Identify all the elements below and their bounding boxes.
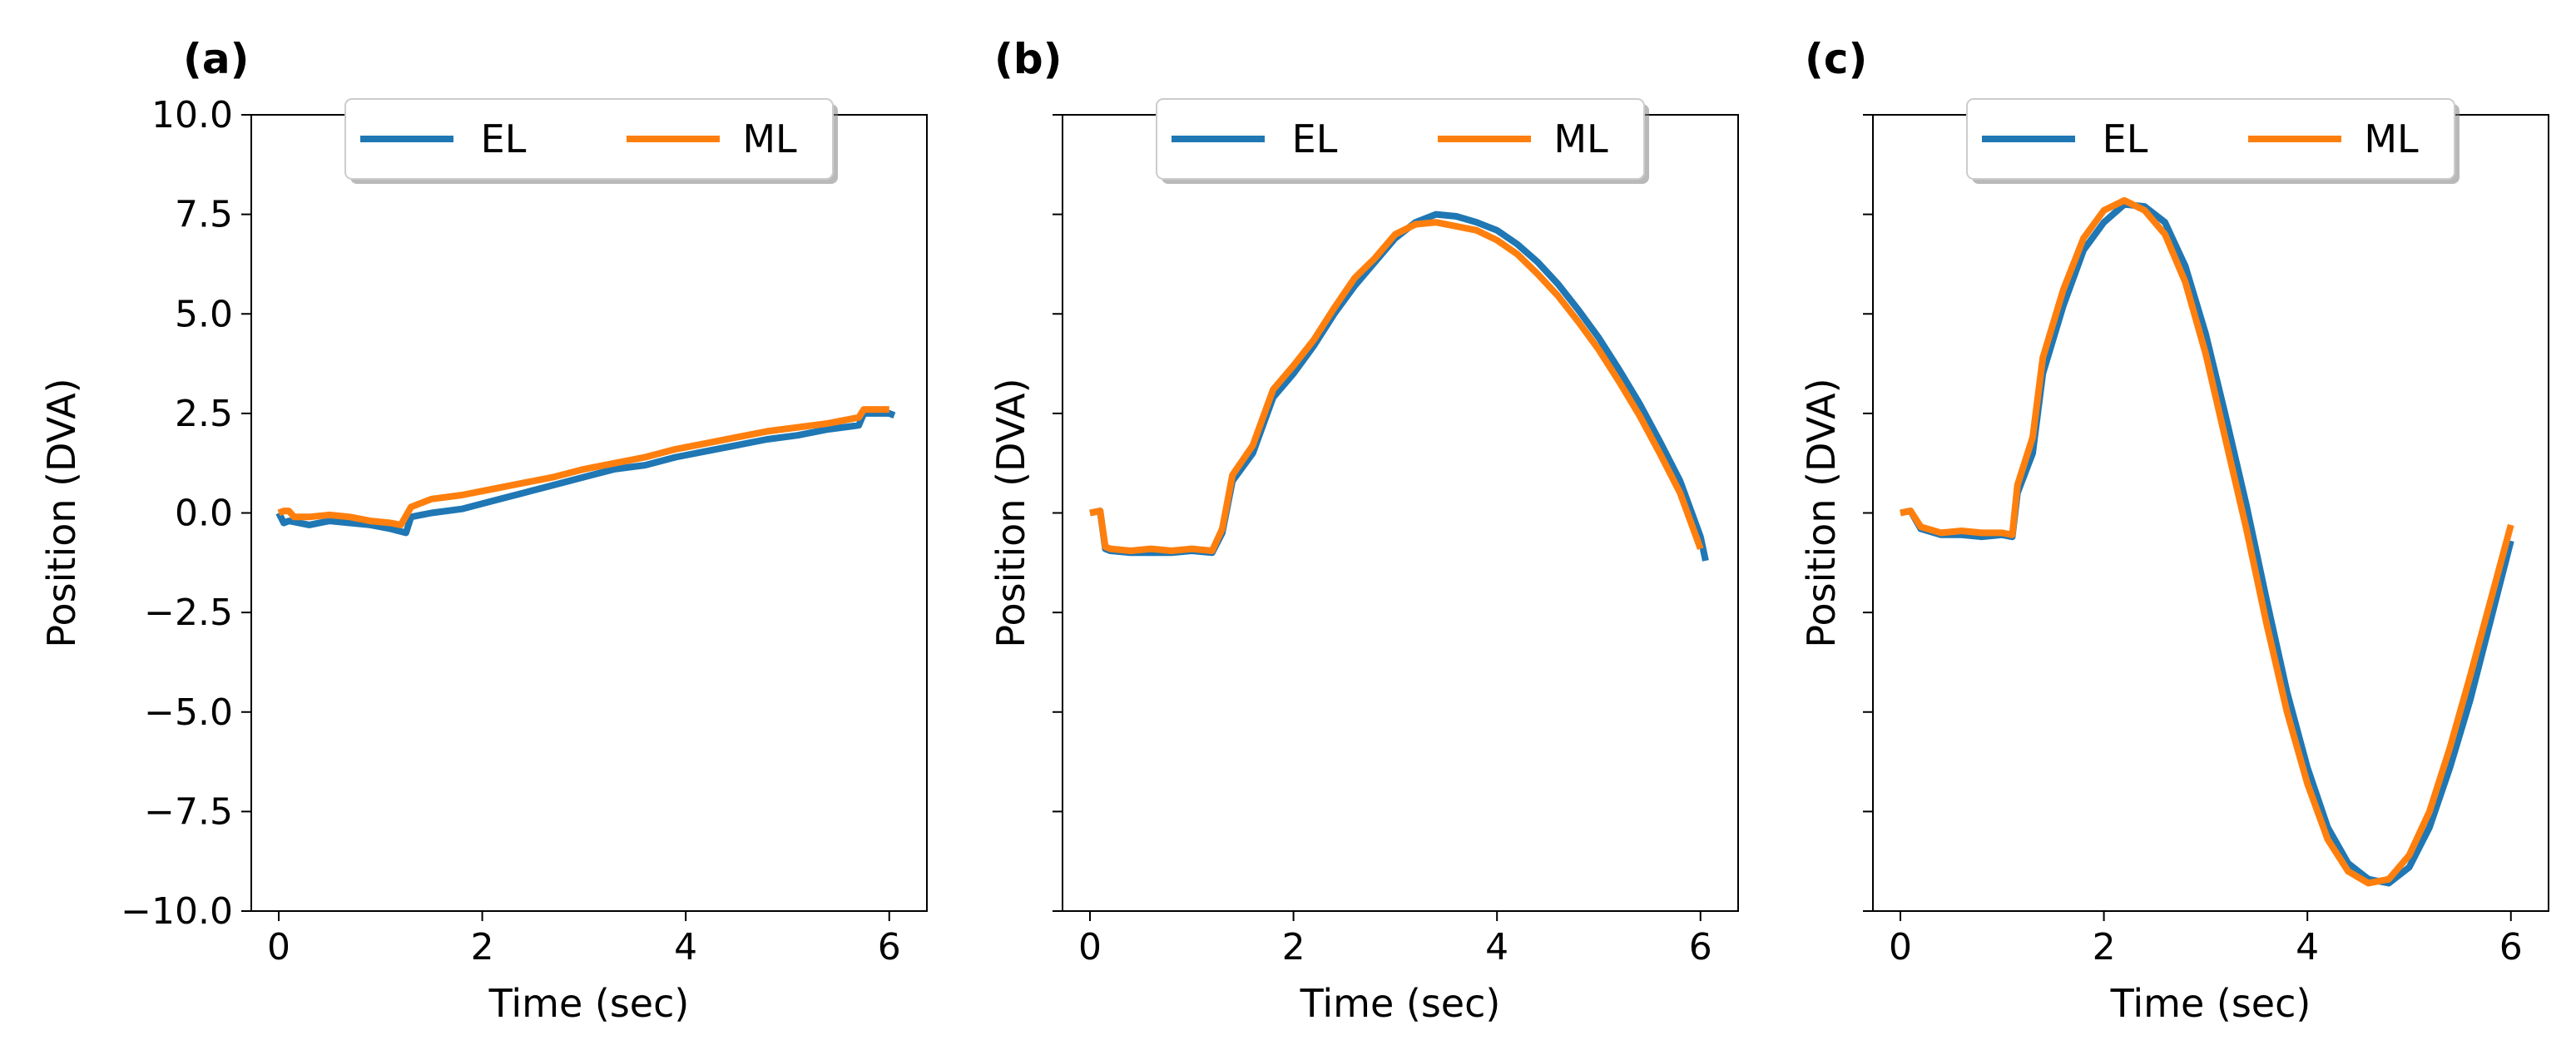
legend-label-el: EL bbox=[1292, 116, 1338, 161]
y-tick-label: 10.0 bbox=[151, 94, 233, 136]
legend-label-el: EL bbox=[481, 116, 527, 161]
panel-a: (a) 0 2 4 6 10.0 7.5 5.0 2.5 0.0 −2.5 −5.0 −7.5 −10.0… bbox=[39, 35, 928, 1026]
x-tick-label: 2 bbox=[2093, 926, 2116, 968]
x-axis-title: Time (sec) bbox=[488, 981, 690, 1026]
x-tick-label: 0 bbox=[267, 926, 290, 968]
panel-label: (b) bbox=[994, 35, 1063, 83]
y-tick-label: −7.5 bbox=[144, 790, 233, 833]
series-line-ml bbox=[1900, 196, 2514, 887]
y-tick-label: 0.0 bbox=[175, 493, 233, 535]
x-tick-label: 2 bbox=[1282, 926, 1305, 968]
x-axis-title: Time (sec) bbox=[2110, 981, 2311, 1026]
series-line-ml bbox=[1089, 219, 1704, 554]
legend: EL ML bbox=[1966, 98, 2460, 184]
x-tick-label: 4 bbox=[1485, 926, 1508, 968]
x-tick-label: 4 bbox=[674, 926, 697, 968]
panel-c: (c) 0 2 4 6 Time (sec) Position (DVA) EL ML bbox=[1799, 35, 2549, 1026]
legend-box bbox=[1156, 98, 1645, 180]
axes-frame bbox=[250, 114, 928, 912]
x-tick-label: 6 bbox=[1689, 926, 1712, 968]
panel-b: (b) 0 2 4 6 Time (sec) Position (DVA) EL ML bbox=[988, 35, 1739, 1026]
series-line-el bbox=[1089, 211, 1709, 562]
legend-label-el: EL bbox=[2103, 116, 2148, 161]
x-tick-label: 0 bbox=[1078, 926, 1102, 968]
y-axis-title: Position (DVA) bbox=[39, 378, 84, 647]
y-axis-title: Position (DVA) bbox=[1799, 378, 1844, 647]
series-line-ml bbox=[277, 406, 889, 528]
y-tick-label: 2.5 bbox=[175, 393, 233, 435]
x-tick-label: 2 bbox=[471, 926, 494, 968]
legend-label-ml: ML bbox=[2364, 116, 2419, 161]
legend-box bbox=[1966, 98, 2455, 180]
x-tick-label: 0 bbox=[1889, 926, 1912, 968]
legend-label-ml: ML bbox=[742, 116, 797, 161]
legend-box bbox=[344, 98, 834, 180]
x-axis-title: Time (sec) bbox=[1300, 981, 1501, 1026]
y-tick-label: 7.5 bbox=[175, 194, 233, 236]
legend: EL ML bbox=[344, 98, 838, 184]
x-tick-label: 6 bbox=[2499, 926, 2523, 968]
panel-label: (c) bbox=[1805, 35, 1867, 83]
x-tick-label: 6 bbox=[878, 926, 901, 968]
legend-label-ml: ML bbox=[1553, 116, 1608, 161]
x-tick-label: 4 bbox=[2296, 926, 2319, 968]
panel-label: (a) bbox=[183, 35, 249, 83]
y-tick-label: −5.0 bbox=[144, 691, 233, 734]
series-line-el bbox=[275, 409, 896, 537]
y-axis-title: Position (DVA) bbox=[988, 378, 1033, 647]
y-tick-label: −10.0 bbox=[121, 890, 233, 933]
y-tick-label: 5.0 bbox=[175, 293, 233, 335]
series-line-el bbox=[1900, 201, 2514, 887]
y-tick-label: −2.5 bbox=[144, 592, 233, 634]
legend: EL ML bbox=[1156, 98, 1649, 184]
axes-frame bbox=[1872, 114, 2549, 912]
